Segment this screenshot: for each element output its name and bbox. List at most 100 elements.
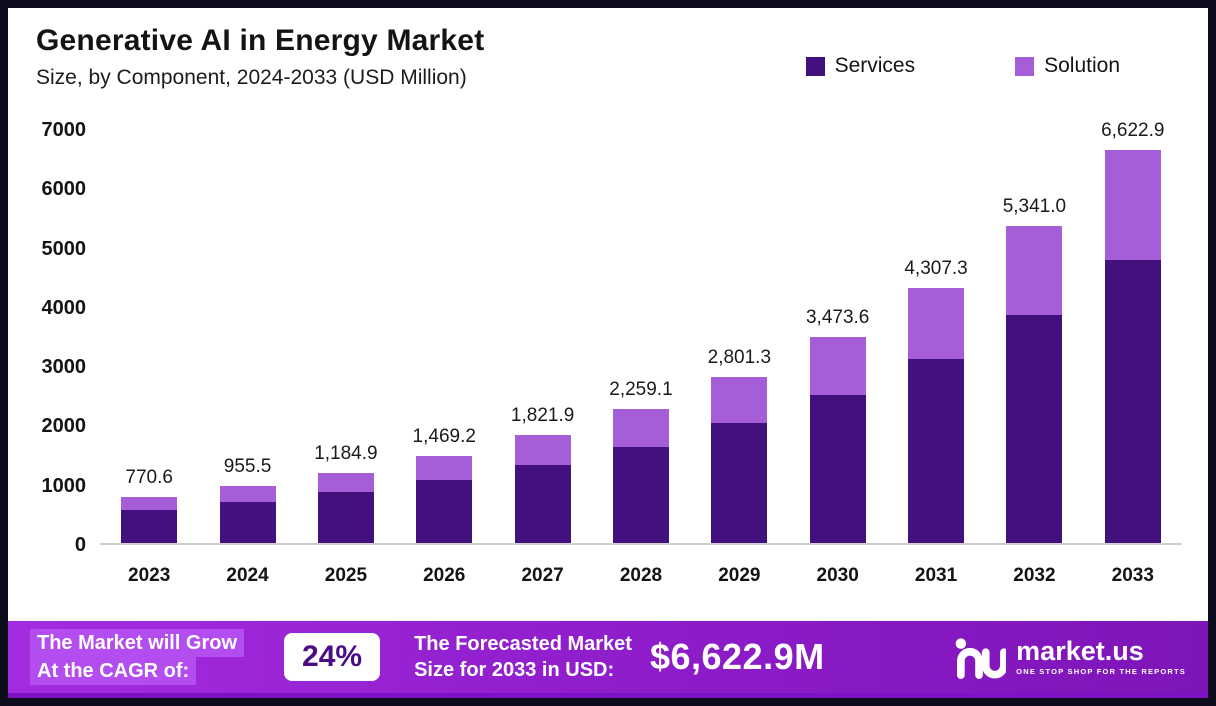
stacked-bar <box>711 376 768 543</box>
infographic: Generative AI in Energy Market Size, by … <box>8 8 1208 698</box>
bar-total-label: 6,622.9 <box>1101 120 1165 142</box>
bar-segment-services <box>809 394 866 543</box>
bar-segment-services <box>1006 315 1063 543</box>
bar-column: 5,341.0 <box>985 130 1083 543</box>
y-tick-label: 7000 <box>41 119 87 141</box>
bar-segment-solution <box>908 287 965 360</box>
stacked-bar <box>514 435 571 543</box>
stacked-bar <box>317 472 374 543</box>
bar-segment-services <box>1104 260 1161 543</box>
y-tick-label: 6000 <box>41 178 87 201</box>
brand-text: market.us ONE STOP SHOP FOR THE REPORTS <box>1016 638 1186 676</box>
bar-total-label: 955.5 <box>223 456 272 478</box>
bar-segment-solution <box>711 376 768 424</box>
bar-total-label: 1,469.2 <box>412 425 476 447</box>
legend-label-services: Services <box>834 54 916 77</box>
legend-swatch-solution <box>1015 56 1035 76</box>
bar-segment-solution <box>416 455 473 481</box>
x-tick-label: 2033 <box>1111 565 1154 586</box>
bar-segment-solution <box>1006 226 1063 316</box>
bar-column: 955.5 <box>198 130 296 543</box>
logo-glyph-icon <box>955 638 1007 679</box>
bar-segment-solution <box>219 486 276 503</box>
legend-item-services: Services <box>805 54 916 78</box>
x-tick-label: 2029 <box>718 565 761 586</box>
cagr-value-badge: 24% <box>284 633 381 681</box>
legend: Services Solution <box>805 54 1120 78</box>
x-tick-label: 2030 <box>816 565 859 586</box>
bar-column: 3,473.6 <box>789 130 887 543</box>
bar-segment-services <box>711 423 768 543</box>
bar-total-label: 3,473.6 <box>805 307 870 329</box>
bar-column: 1,469.2 <box>395 130 493 543</box>
bar-column: 1,821.9 <box>493 130 591 543</box>
stacked-bar <box>1104 150 1161 543</box>
stacked-bar <box>416 455 473 543</box>
cagr-label-line2: At the CAGR of: <box>30 657 197 685</box>
bar-column: 2,259.1 <box>592 130 690 543</box>
bar-column: 770.6 <box>100 130 198 543</box>
bar-total-label: 5,341.0 <box>1002 196 1067 218</box>
bar-segment-solution <box>809 337 866 395</box>
bar-column: 2,801.3 <box>690 130 788 543</box>
bar-segment-services <box>416 480 473 543</box>
bar-columns: 770.6 955.5 1,184.9 1,469.2 1,821.9 2,259.1 2,… <box>100 120 1182 543</box>
bar-segment-services <box>121 510 178 543</box>
y-tick-label: 3000 <box>41 356 87 379</box>
stacked-bar <box>1006 226 1063 543</box>
market-us-logo: market.us ONE STOP SHOP FOR THE REPORTS <box>954 635 1186 679</box>
bar-column: 1,184.9 <box>297 130 395 543</box>
x-tick-label: 2024 <box>226 565 269 586</box>
bar-total-label: 2,259.1 <box>609 379 673 401</box>
bar-total-label: 4,307.3 <box>904 257 968 279</box>
y-axis: 7000 6000 5000 4000 3000 2000 1000 0 <box>14 119 87 556</box>
legend-label-solution: Solution <box>1044 54 1120 77</box>
brand-name: market.us <box>1016 636 1144 667</box>
chart-title: Generative AI in Energy Market <box>36 24 485 57</box>
y-tick-label: 0 <box>74 534 86 556</box>
stacked-bar <box>809 337 866 543</box>
legend-swatch-services <box>805 56 825 76</box>
bar-segment-solution <box>514 435 571 466</box>
bar-segment-services <box>317 492 374 543</box>
plot-area: 770.6 955.5 1,184.9 1,469.2 1,821.9 2,259.1 2,… <box>100 120 1182 545</box>
bar-segment-solution <box>317 472 374 493</box>
forecast-label-line1: The Forecasted Market <box>414 633 632 655</box>
y-tick-label: 2000 <box>41 415 87 438</box>
bar-total-label: 1,184.9 <box>314 442 378 464</box>
cagr-label-line1: The Market will Grow <box>30 629 245 657</box>
x-tick-label: 2025 <box>324 565 368 586</box>
chart-subtitle: Size, by Component, 2024-2033 (USD Milli… <box>36 66 467 89</box>
legend-item-solution: Solution <box>1015 54 1120 78</box>
chart-area: 7000 6000 5000 4000 3000 2000 1000 0 770.6 955.5… <box>8 118 1208 621</box>
brand-tagline: ONE STOP SHOP FOR THE REPORTS <box>1016 667 1186 677</box>
stacked-bar <box>121 497 178 543</box>
bar-segment-solution <box>121 497 178 511</box>
forecast-label-line2: Size for 2033 in USD: <box>414 659 615 681</box>
bar-total-label: 1,821.9 <box>510 405 575 426</box>
forecast-value: $6,622.9M <box>649 636 825 677</box>
bar-segment-services <box>612 446 669 543</box>
bar-segment-services <box>514 465 571 543</box>
stacked-bar <box>908 287 965 543</box>
x-tick-label: 2031 <box>914 565 958 586</box>
cagr-label: The Market will Grow At the CAGR of: <box>30 629 245 685</box>
bar-segment-services <box>219 502 276 543</box>
bar-total-label: 2,801.3 <box>707 346 772 368</box>
y-tick-label: 4000 <box>41 296 87 319</box>
x-tick-label: 2026 <box>423 565 466 586</box>
bar-column: 6,622.9 <box>1084 120 1182 543</box>
stacked-bar <box>612 409 669 543</box>
x-tick-label: 2023 <box>128 565 171 586</box>
header: Generative AI in Energy Market Size, by … <box>8 8 1208 118</box>
bar-segment-solution <box>612 409 669 447</box>
x-axis: 2023 2024 2025 2026 2027 2028 2029 2030 2031 2032… <box>100 565 1182 587</box>
y-tick-label: 5000 <box>41 237 87 260</box>
footer-banner: The Market will Grow At the CAGR of: 24%… <box>8 621 1208 693</box>
y-tick-label: 1000 <box>41 474 87 497</box>
x-tick-label: 2027 <box>521 565 564 586</box>
bar-total-label: 770.6 <box>125 467 173 489</box>
bar-column: 4,307.3 <box>887 130 985 543</box>
bar-segment-services <box>908 359 965 543</box>
